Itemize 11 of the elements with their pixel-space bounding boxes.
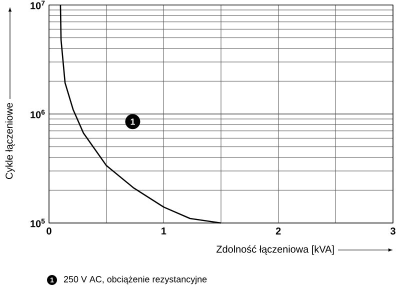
x-tick-label: 3 [390,228,396,235]
y-tick-label: 10$^{5}$ [30,218,45,228]
y-tick-label: 10$^{7}$ [30,0,45,10]
x-axis-title: Zdolność łączeniowa [kVA] [216,245,334,255]
annotation: 1 [130,118,135,125]
text: 250 V AC, obciążenie rezystancyjne [64,276,207,284]
x-tick-label: 2 [276,228,281,234]
x-tick-label: 1 [162,228,166,234]
y-axis-title: Cykle łączeniowe [5,102,15,179]
y-tick-label: 10$^{6}$ [30,110,45,118]
x-tick-label: 0 [46,228,52,235]
